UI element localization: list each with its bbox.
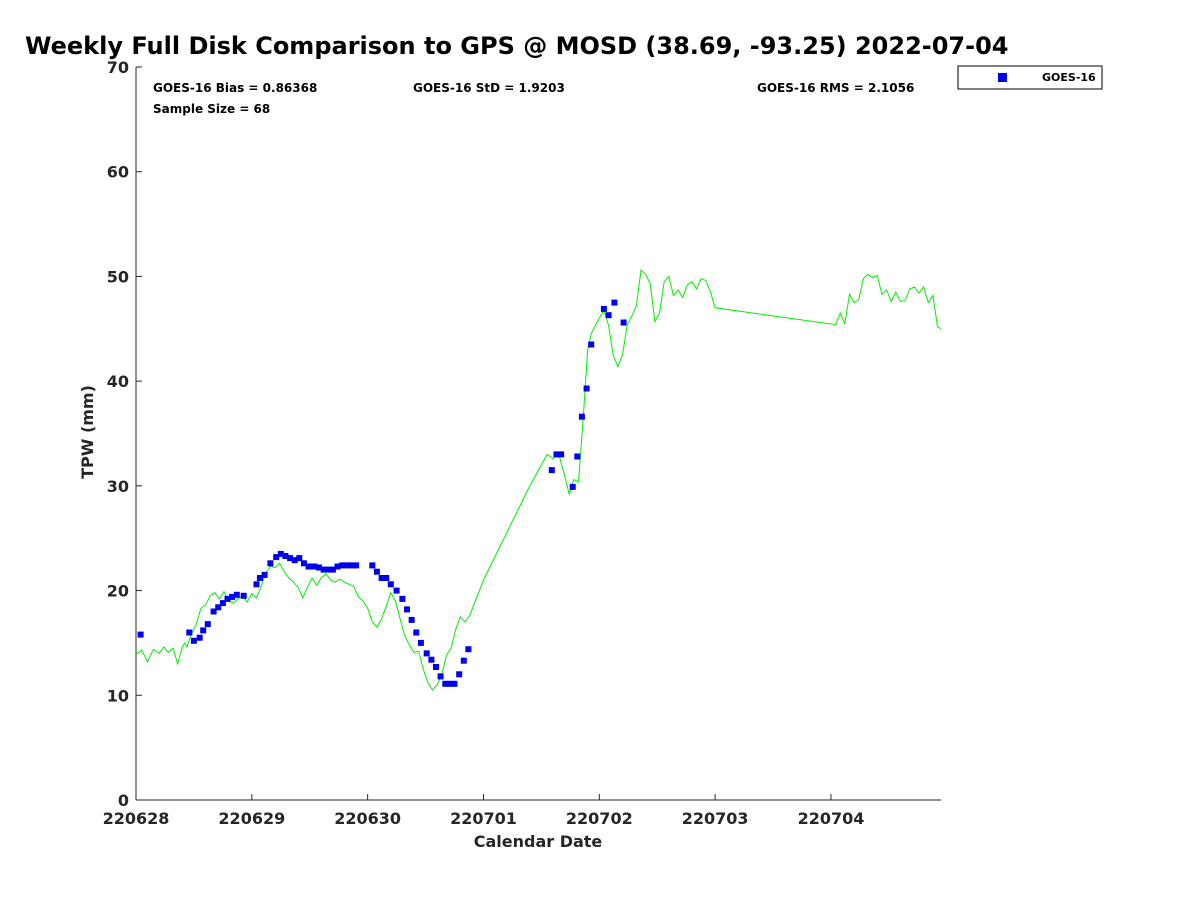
plot-area: 0 10 20 30 40 50 60 70 220628 220629 220630 220701 2… [103,58,942,828]
goes16-point [553,451,560,458]
x-tick-label: 220628 [103,809,170,828]
goes16-point [583,385,590,392]
y-tick-label: 30 [107,477,129,496]
goes16-point [329,566,336,573]
x-axis-label: Calendar Date [474,832,603,851]
goes16-point [413,629,420,636]
goes16-point [383,575,390,581]
stat-sample-size: Sample Size = 68 [153,102,270,116]
goes16-point [548,467,555,474]
y-tick-label: 10 [107,686,129,705]
goes16-point [600,305,607,312]
goes16-point [399,595,406,602]
goes16-point [574,453,581,460]
goes16-point [605,312,612,319]
goes16-point [343,562,350,569]
goes16-point [316,564,322,571]
goes16-point [229,593,236,600]
stat-rms: GOES-16 RMS = 2.1056 [757,81,914,95]
legend-marker-goes16 [998,73,1007,82]
goes16-point [387,581,394,588]
goes16-point [417,639,424,646]
y-tick-label: 70 [107,58,129,77]
goes16-point [451,680,458,687]
goes16-point [620,319,627,326]
goes16-point [291,557,298,564]
goes16-point [423,650,430,657]
goes16-point [311,563,318,570]
goes16-point [348,562,355,569]
goes16-point [465,646,472,653]
gps-line-series [135,269,942,691]
goes16-point [137,631,144,638]
y-tick-label: 50 [107,267,129,286]
legend-box [957,65,1103,90]
goes16-point [300,560,307,567]
goes16-point [456,671,463,678]
goes16-point [393,587,400,594]
goes16-point [219,600,226,607]
goes16-point [273,554,280,561]
legend-label-goes16: GOES-16 [1042,71,1096,84]
y-tick-label: 20 [107,582,129,601]
goes16-point [404,606,410,613]
goes16-point [442,680,449,687]
stat-std: GOES-16 StD = 1.9203 [413,81,565,95]
goes16-point [558,451,565,458]
goes16-point [578,413,585,420]
goes16-point [373,568,380,575]
goes16-point [369,562,376,569]
goes16-point [408,616,415,623]
goes16-point [296,555,303,562]
x-tick-label: 220629 [218,809,285,828]
goes16-point [339,562,346,569]
goes16-point [325,566,332,573]
goes16-point [437,673,444,680]
goes16-point [446,680,453,687]
goes16-point [200,627,207,634]
goes16-point [334,563,341,570]
goes16-point [569,483,576,490]
goes16-point [460,657,467,664]
goes16-point [611,299,618,306]
goes16-point [378,575,385,581]
legend: GOES-16 [957,65,1103,90]
goes16-point [353,562,360,569]
y-tick-label: 60 [107,163,129,182]
chart-title: Weekly Full Disk Comparison to GPS @ MOS… [25,32,1008,60]
goes16-point [215,604,222,611]
goes16-point [253,581,260,588]
stat-bias: GOES-16 Bias = 0.86368 [153,81,317,95]
y-axis-label: TPW (mm) [78,385,97,479]
goes16-point [588,341,595,348]
x-tick-label: 220702 [566,809,633,828]
goes16-point [428,656,435,663]
goes16-point [240,592,247,599]
goes16-point [267,560,274,567]
goes16-point [186,629,193,636]
goes16-point [256,575,263,581]
goes16-point [233,591,240,598]
goes16-point [210,608,217,615]
goes16-point [305,563,312,570]
goes16-point [320,566,327,573]
goes16-point [190,637,197,644]
x-tick-label: 220630 [334,809,401,828]
y-tick-label: 40 [107,372,129,391]
goes16-point [204,621,211,628]
goes16-point [277,550,284,557]
goes16-point [196,634,203,641]
y-tick-label: 0 [118,791,129,810]
x-tick-label: 220704 [798,809,865,828]
x-tick-label: 220701 [450,809,517,828]
goes16-point [224,595,231,602]
goes16-point [282,553,289,559]
goes16-point [287,555,294,562]
goes16-point [261,571,268,578]
goes16-point [433,664,439,670]
x-tick-label: 220703 [682,809,749,828]
